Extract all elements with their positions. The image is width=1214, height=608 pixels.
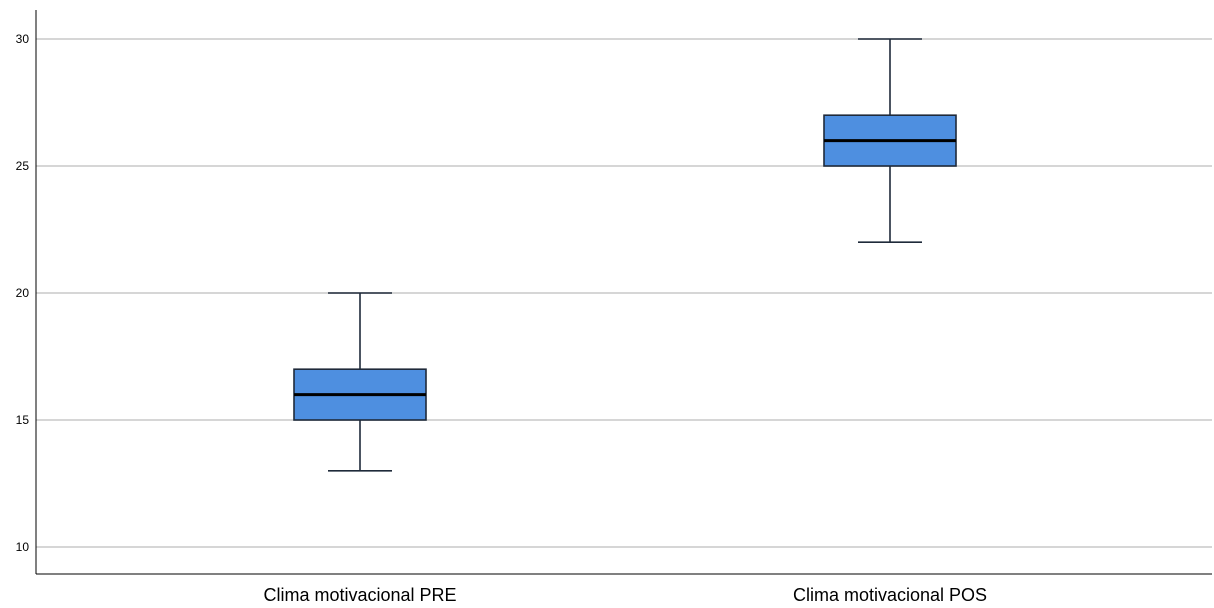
- box-series-2: [823, 38, 957, 243]
- box-series-1: [293, 292, 427, 472]
- y-tick-label-10: 10: [16, 540, 30, 554]
- y-tick-label-25: 25: [16, 159, 30, 173]
- grid-layer: [36, 38, 1212, 548]
- axis-layer: [35, 10, 1212, 575]
- y-tick-label-30: 30: [16, 32, 30, 46]
- box-layer: [293, 38, 957, 472]
- x-category-label-2: Clima motivacional POS: [793, 585, 987, 605]
- y-tick-label-15: 15: [16, 413, 30, 427]
- y-tick-label-20: 20: [16, 286, 30, 300]
- x-category-label-1: Clima motivacional PRE: [263, 585, 456, 605]
- label-layer: 10 15 20 25 30 Clima motivacional PRE Clima mo…: [16, 32, 987, 605]
